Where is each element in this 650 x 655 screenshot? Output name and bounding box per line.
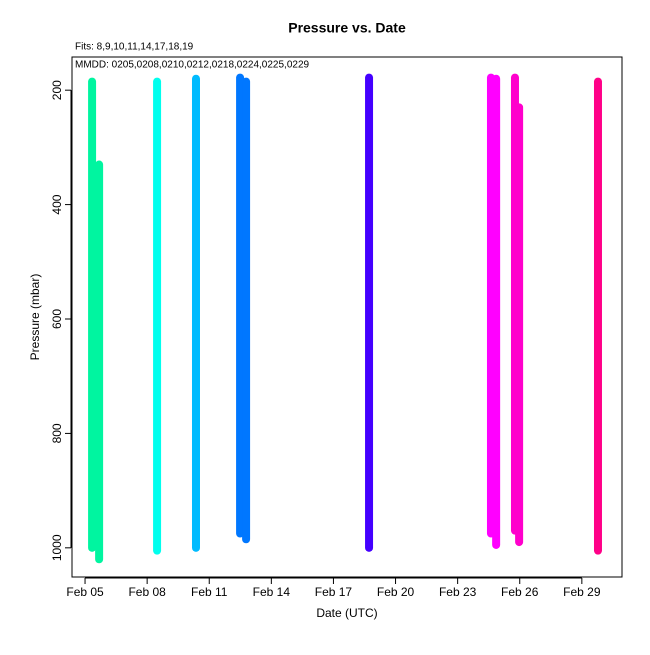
x-tick-label: Feb 11 [191,585,228,599]
x-tick-label: Feb 08 [128,585,166,599]
x-tick-label: Feb 17 [315,585,353,599]
x-tick-label: Feb 14 [253,585,291,599]
x-tick-label: Feb 26 [501,585,539,599]
y-tick-label: 1000 [50,534,64,561]
x-tick-label: Feb 05 [66,585,104,599]
annotation: Fits: 8,9,10,11,14,17,18,19 [75,42,194,53]
y-tick-label: 200 [50,80,64,100]
x-axis-title: Date (UTC) [316,606,377,620]
y-tick-label: 600 [50,309,64,329]
y-tick-label: 800 [50,423,64,443]
x-tick-label: Feb 29 [563,585,601,599]
x-tick-label: Feb 20 [377,585,415,599]
y-tick-label: 400 [50,194,64,214]
x-tick-label: Feb 23 [439,585,477,599]
y-axis-title: Pressure (mbar) [28,274,42,361]
chart-title: Pressure vs. Date [288,20,406,36]
annotation: MMDD: 0205,0208,0210,0212,0218,0224,0225… [75,60,310,71]
plot-box [71,56,623,578]
